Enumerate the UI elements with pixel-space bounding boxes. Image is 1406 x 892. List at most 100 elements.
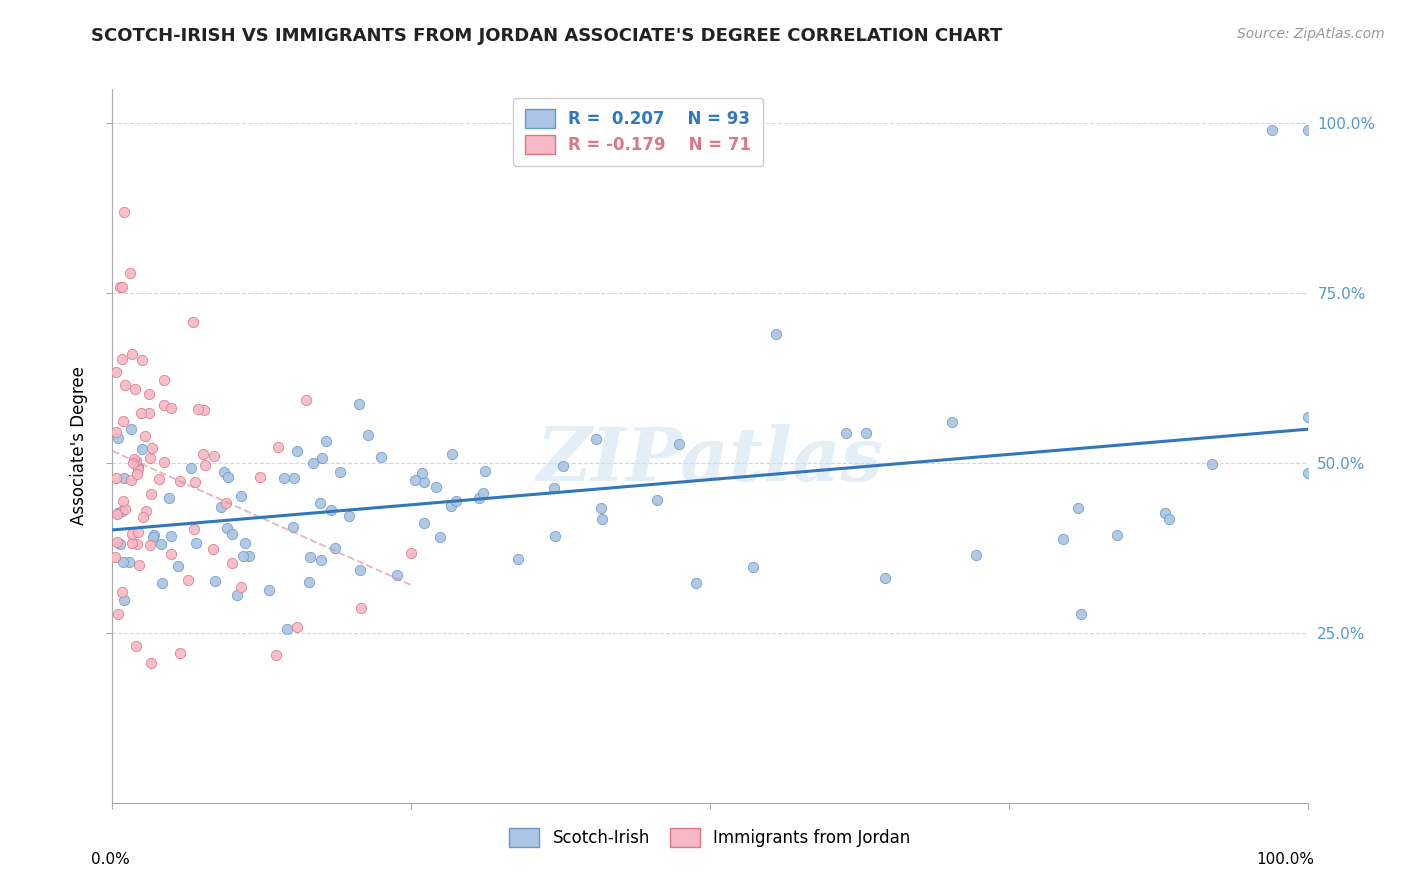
Point xyxy=(645,493,668,508)
Point xyxy=(229,581,252,595)
Point xyxy=(589,501,612,516)
Point xyxy=(114,593,136,607)
Text: 100.0%: 100.0% xyxy=(1257,852,1315,867)
Point xyxy=(264,648,287,662)
Point xyxy=(181,315,204,329)
Point xyxy=(105,535,128,549)
Point xyxy=(238,549,260,563)
Point xyxy=(122,451,145,466)
Point xyxy=(131,509,153,524)
Point xyxy=(225,588,247,602)
Point xyxy=(1296,466,1319,480)
Point xyxy=(138,538,160,552)
Point xyxy=(129,406,152,420)
Point xyxy=(1069,607,1091,621)
Point xyxy=(875,571,897,585)
Point xyxy=(184,536,207,550)
Point xyxy=(105,365,128,379)
Point xyxy=(121,347,143,361)
Point xyxy=(120,266,142,280)
Point xyxy=(134,429,156,443)
Point xyxy=(135,504,157,518)
Point xyxy=(543,529,565,543)
Point xyxy=(110,351,132,366)
Point xyxy=(112,414,135,428)
Point xyxy=(309,553,332,567)
Point xyxy=(440,499,463,513)
Point xyxy=(114,502,136,516)
Text: ZIPatlas: ZIPatlas xyxy=(537,424,883,497)
Point xyxy=(121,536,143,550)
Point xyxy=(685,576,707,591)
Point xyxy=(1157,512,1180,526)
Point xyxy=(111,280,134,294)
Point xyxy=(308,496,330,510)
Point xyxy=(585,432,607,446)
Point xyxy=(112,471,135,485)
Point xyxy=(104,471,127,485)
Point xyxy=(1154,507,1177,521)
Text: Source: ZipAtlas.com: Source: ZipAtlas.com xyxy=(1237,27,1385,41)
Point xyxy=(765,327,787,342)
Point xyxy=(283,471,305,485)
Point xyxy=(1296,410,1319,425)
Point xyxy=(543,481,565,495)
Point xyxy=(440,447,463,461)
Point xyxy=(127,462,149,476)
Text: 0.0%: 0.0% xyxy=(91,852,131,867)
Point xyxy=(285,443,308,458)
Point xyxy=(357,428,380,442)
Point xyxy=(204,574,226,588)
Point xyxy=(321,503,343,517)
Point xyxy=(139,487,162,501)
Point xyxy=(127,524,149,539)
Point xyxy=(429,530,451,544)
Point xyxy=(267,440,290,454)
Point xyxy=(347,397,370,411)
Point xyxy=(467,491,489,505)
Point xyxy=(127,459,149,474)
Point xyxy=(1296,123,1319,137)
Point xyxy=(329,465,352,479)
Point xyxy=(194,458,217,472)
Point xyxy=(411,467,433,481)
Point xyxy=(273,470,295,484)
Point xyxy=(160,401,183,416)
Point xyxy=(1052,532,1074,546)
Point xyxy=(167,559,190,574)
Point xyxy=(298,574,321,589)
Point xyxy=(160,529,183,543)
Point xyxy=(1201,457,1223,471)
Point xyxy=(150,537,173,551)
Point xyxy=(139,450,162,465)
Point xyxy=(125,537,148,551)
Point xyxy=(285,620,308,634)
Point xyxy=(257,582,280,597)
Point xyxy=(184,475,207,489)
Point xyxy=(180,461,202,475)
Point xyxy=(444,494,467,508)
Point xyxy=(201,542,224,557)
Point xyxy=(221,526,243,541)
Point xyxy=(281,520,304,534)
Point xyxy=(209,500,232,514)
Point xyxy=(122,456,145,470)
Point xyxy=(107,607,129,622)
Text: SCOTCH-IRISH VS IMMIGRANTS FROM JORDAN ASSOCIATE'S DEGREE CORRELATION CHART: SCOTCH-IRISH VS IMMIGRANTS FROM JORDAN A… xyxy=(91,27,1002,45)
Point xyxy=(108,280,131,294)
Legend: Scotch-Irish, Immigrants from Jordan: Scotch-Irish, Immigrants from Jordan xyxy=(498,816,922,859)
Point xyxy=(231,489,253,503)
Point xyxy=(311,450,333,465)
Point xyxy=(193,402,215,417)
Point xyxy=(120,473,142,487)
Point xyxy=(131,352,153,367)
Point xyxy=(215,521,238,535)
Point xyxy=(111,504,134,518)
Point xyxy=(169,475,191,489)
Point xyxy=(118,555,141,569)
Point xyxy=(153,398,176,412)
Point xyxy=(221,556,243,570)
Point xyxy=(125,467,148,481)
Point xyxy=(474,464,496,478)
Point xyxy=(835,425,858,440)
